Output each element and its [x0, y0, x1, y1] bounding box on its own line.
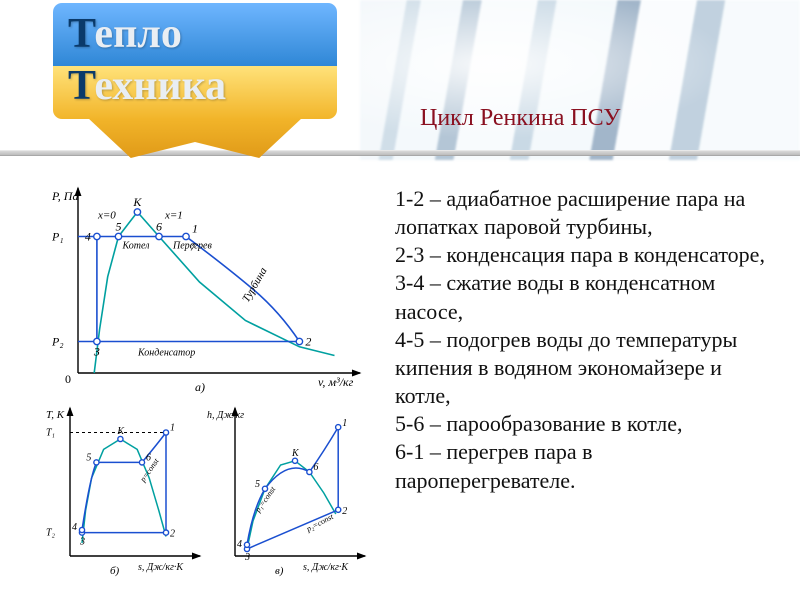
diagram-panel: P, Паv, м³/кг0345612К7x=0x=1КотелПерегре… — [40, 178, 370, 578]
svg-text:5: 5 — [116, 220, 122, 234]
badge-ribbon-tail — [88, 118, 302, 158]
step-6: 6-1 – перегрев пара в пароперегревателе. — [395, 438, 775, 494]
description: 1-2 – адиабатное расширение пара на лопа… — [395, 185, 775, 495]
svg-text:1: 1 — [170, 423, 175, 434]
svg-text:К: К — [132, 195, 142, 209]
svg-text:P₂: P₂ — [51, 335, 64, 349]
svg-text:v, м³/кг: v, м³/кг — [318, 375, 354, 389]
svg-text:Перегрев: Перегрев — [172, 241, 212, 252]
logo-rest-2: ехника — [94, 63, 226, 109]
svg-text:6: 6 — [156, 220, 162, 234]
hs-diagram: h, Дж/кгs, Дж/кг·К345612Кp₁=constp₂=cons… — [205, 398, 370, 578]
step-3: 3-4 – сжатие воды в конденсатном насосе, — [395, 269, 775, 325]
svg-text:5: 5 — [86, 452, 91, 463]
svg-text:0: 0 — [65, 372, 71, 386]
logo-cap-2: Т — [68, 63, 94, 109]
svg-text:x=1: x=1 — [164, 210, 183, 222]
svg-text:P₁: P₁ — [51, 230, 64, 244]
svg-text:5: 5 — [255, 479, 260, 490]
svg-text:4: 4 — [237, 539, 242, 550]
logo-cap-1: Т — [68, 11, 94, 57]
svg-text:s, Дж/кг·К: s, Дж/кг·К — [303, 562, 349, 573]
svg-text:1: 1 — [192, 222, 198, 236]
svg-text:а): а) — [195, 380, 205, 394]
svg-text:в): в) — [275, 565, 284, 577]
ts-diagram: T, Кs, Дж/кг·К345612КT₁T₂p=constб) — [40, 398, 205, 578]
svg-text:T₁: T₁ — [46, 428, 55, 439]
logo-rest-1: епло — [94, 11, 181, 57]
svg-text:Котел: Котел — [122, 241, 151, 252]
logo-line-1: Тепло — [68, 10, 182, 58]
step-5: 5-6 – парообразование в котле, — [395, 410, 775, 438]
logo-line-2: Техника — [68, 62, 226, 110]
step-2: 2-3 – конденсация пара в конденсаторе, — [395, 241, 775, 269]
svg-text:1: 1 — [342, 418, 347, 429]
svg-text:3: 3 — [93, 345, 100, 359]
svg-text:3: 3 — [79, 537, 85, 548]
svg-text:3: 3 — [244, 552, 250, 563]
svg-text:4: 4 — [85, 230, 91, 244]
page-title: Цикл Ренкина ПСУ — [420, 105, 620, 132]
svg-text:p₂=const: p₂=const — [304, 512, 335, 534]
step-4: 4-5 – подогрев воды до температуры кипен… — [395, 326, 775, 410]
svg-text:К: К — [291, 448, 300, 459]
pv-diagram: P, Паv, м³/кг0345612К7x=0x=1КотелПерегре… — [40, 178, 370, 398]
svg-text:P, Па: P, Па — [51, 189, 78, 203]
svg-text:6: 6 — [313, 462, 318, 473]
svg-text:4: 4 — [72, 522, 77, 533]
svg-text:2: 2 — [342, 506, 347, 517]
svg-text:h, Дж/кг: h, Дж/кг — [207, 410, 244, 421]
logo-badge: Тепло Техника — [50, 0, 340, 160]
step-1: 1-2 – адиабатное расширение пара на лопа… — [395, 185, 775, 241]
svg-text:К: К — [116, 426, 125, 437]
svg-text:x=0: x=0 — [97, 210, 116, 222]
svg-text:Конденсатор: Конденсатор — [137, 348, 195, 359]
svg-text:T₂: T₂ — [46, 528, 56, 539]
svg-text:T, К: T, К — [46, 409, 65, 421]
svg-text:s, Дж/кг·К: s, Дж/кг·К — [138, 562, 184, 573]
bg-decor-fade — [360, 0, 800, 160]
svg-text:2: 2 — [305, 335, 311, 349]
svg-text:Турбина: Турбина — [240, 265, 270, 304]
svg-text:б): б) — [110, 565, 120, 577]
svg-text:2: 2 — [170, 529, 175, 540]
